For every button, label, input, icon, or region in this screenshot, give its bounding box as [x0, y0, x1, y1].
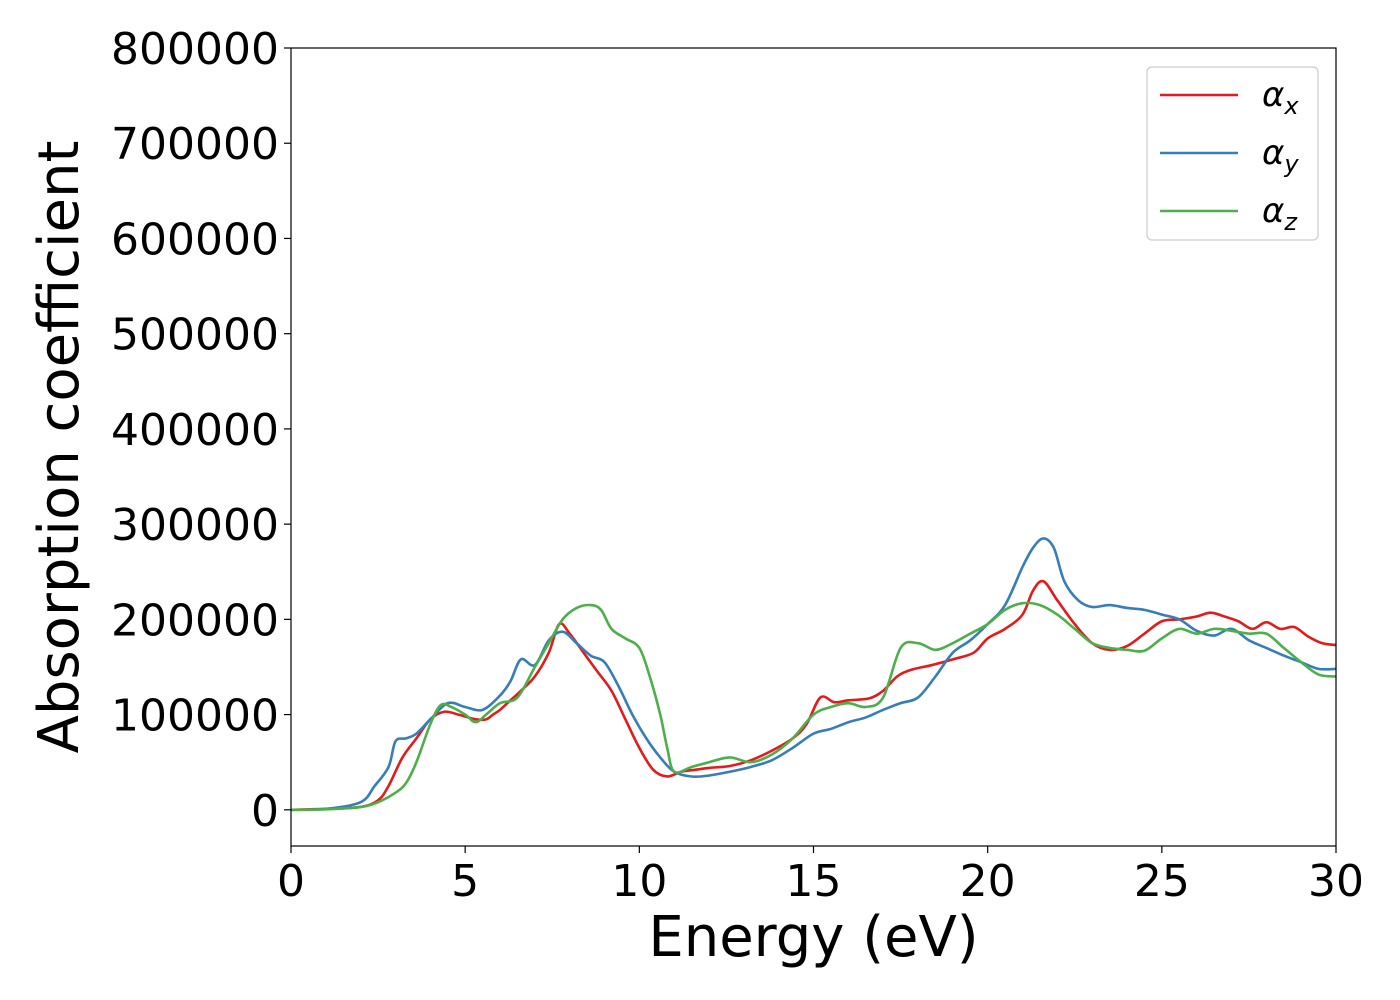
x-axis-title: Energy (eV)	[648, 905, 978, 970]
series-line-alpha-z	[291, 601, 1336, 812]
y-axis-title: Absorption coefficient	[27, 141, 92, 754]
ticks-layer: 0 5 10 15 20 25 30 0 100000 200000 300000 400000 500…	[111, 24, 1364, 907]
legend: αx αy αz	[1146, 66, 1319, 241]
x-tick-label: 20	[960, 856, 1016, 907]
y-tick-label: 100000	[111, 691, 279, 742]
series-line-alpha-y	[291, 537, 1336, 812]
x-tick-label: 15	[786, 856, 842, 907]
x-tick-label: 30	[1308, 856, 1364, 907]
y-tick-label: 400000	[111, 405, 279, 456]
y-tick-label: 800000	[111, 24, 279, 75]
x-tick-label: 10	[611, 856, 667, 907]
legend-label-alpha-x: αx	[1262, 75, 1299, 120]
y-tick-label: 700000	[111, 119, 279, 170]
y-tick-label: 200000	[111, 595, 279, 646]
y-tick-label: 0	[251, 786, 279, 837]
y-tick-label: 500000	[111, 310, 279, 361]
x-tick-label: 5	[451, 856, 479, 907]
y-tick-label: 300000	[111, 500, 279, 551]
legend-label-alpha-y: αy	[1262, 133, 1299, 178]
series-layer	[291, 537, 1336, 812]
x-tick-label: 25	[1134, 856, 1190, 907]
y-tick-label: 600000	[111, 214, 279, 265]
legend-label-alpha-z: αz	[1262, 191, 1298, 236]
x-tick-label: 0	[277, 856, 305, 907]
